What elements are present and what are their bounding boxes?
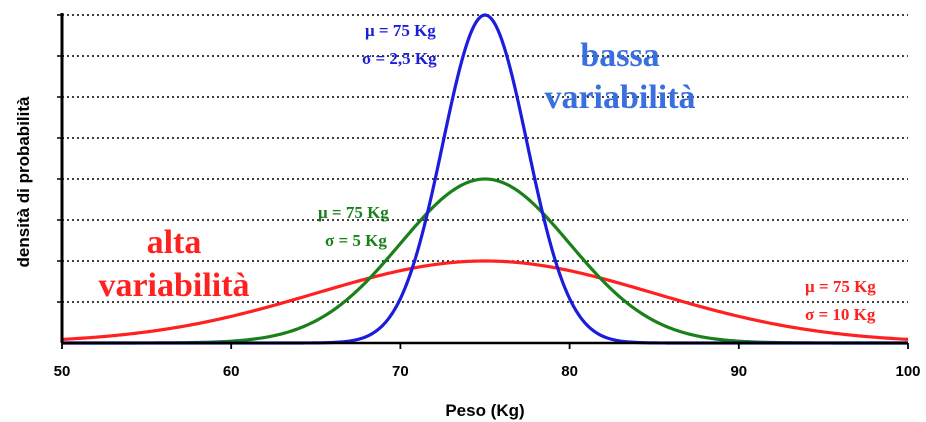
x-axis-title: Peso (Kg) xyxy=(445,401,524,420)
x-tick-marks xyxy=(61,343,909,349)
x-tick-label: 60 xyxy=(223,363,240,380)
x-tick-label: 50 xyxy=(54,363,71,380)
callout-low-variability-line2: variabilità xyxy=(544,79,695,116)
annotation-medium-mean: μ = 75 Kg xyxy=(318,203,389,222)
curve-sd-10 xyxy=(61,259,909,341)
grid-lines xyxy=(57,14,908,303)
x-tick-label: 70 xyxy=(392,363,409,380)
x-tick-label: 90 xyxy=(730,363,747,380)
x-tick-label: 100 xyxy=(895,363,920,380)
annotation-wide-mean: μ = 75 Kg xyxy=(805,277,876,296)
callout-high-variability-line1: alta xyxy=(147,224,202,261)
annotation-medium-sd: σ = 5 Kg xyxy=(325,231,387,250)
y-axis-title: densità di probabilità xyxy=(14,96,33,268)
callout-low-variability-line1: bassa xyxy=(580,37,659,74)
x-tick-labels: 50 60 70 80 90 100 xyxy=(54,363,921,380)
annotation-wide-sd: σ = 10 Kg xyxy=(805,305,876,324)
annotation-narrow-mean: μ = 75 Kg xyxy=(365,21,436,40)
callout-high-variability-line2: variabilità xyxy=(98,267,249,304)
annotation-narrow-sd: σ = 2,5 Kg xyxy=(362,49,437,68)
axes xyxy=(60,13,908,345)
x-tick-label: 80 xyxy=(561,363,578,380)
